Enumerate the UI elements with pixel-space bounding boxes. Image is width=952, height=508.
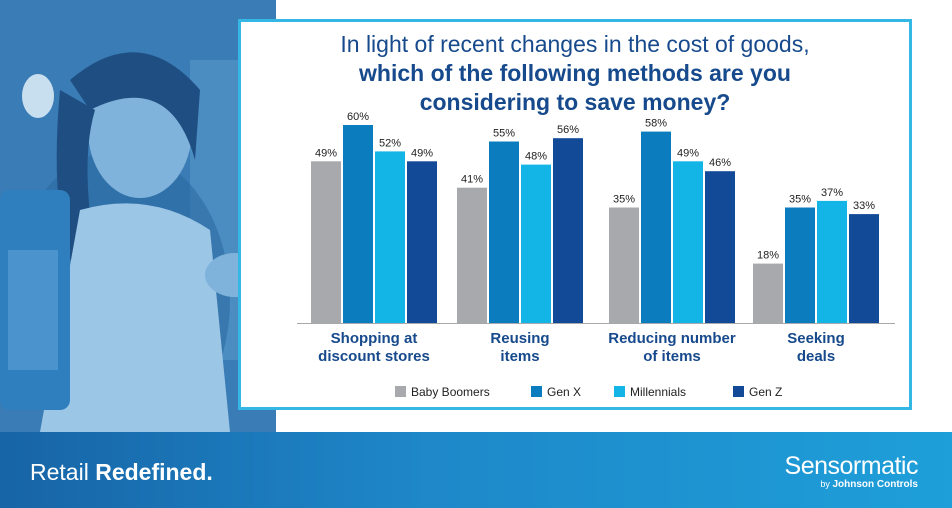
bar-3-1 [785, 207, 815, 323]
title-line-1: In light of recent changes in the cost o… [340, 31, 810, 57]
bar-1-0 [457, 187, 487, 323]
bar-0-3 [407, 161, 437, 323]
data-label-3-2: 37% [821, 187, 843, 199]
data-label-2-2: 49% [677, 147, 699, 159]
legend-swatch-1 [531, 386, 542, 397]
category-label-1: Reusing [490, 330, 549, 347]
data-label-3-1: 35% [789, 194, 811, 206]
background-photo [0, 0, 276, 432]
bar-0-1 [343, 125, 373, 323]
bar-2-1 [641, 131, 671, 323]
logo-byline: by Johnson Controls [820, 479, 918, 490]
category-label-2: of items [643, 348, 701, 365]
data-label-2-3: 46% [709, 157, 731, 169]
bar-3-3 [849, 214, 879, 323]
data-label-0-1: 60% [347, 111, 369, 123]
brand-logo: Sensormatic by Johnson Controls [784, 452, 919, 490]
bar-3-2 [817, 200, 847, 323]
legend-label-2: Millennials [630, 385, 686, 399]
category-label-0: discount stores [318, 348, 430, 365]
chart-title: In light of recent changes in the cost o… [241, 30, 909, 117]
category-label-2: Reducing number [608, 330, 736, 347]
bar-0-0 [311, 161, 341, 323]
legend-label-0: Baby Boomers [411, 385, 490, 399]
legend-label-1: Gen X [547, 385, 581, 399]
data-label-1-0: 41% [461, 174, 483, 186]
bar-3-0 [753, 263, 783, 323]
legend-label-3: Gen Z [749, 385, 782, 399]
logo-wordmark: Sensormatic [784, 452, 919, 480]
legend-swatch-2 [614, 386, 625, 397]
data-label-1-1: 55% [493, 128, 515, 140]
data-label-0-2: 52% [379, 137, 401, 149]
girl-photo-illustration [0, 0, 276, 432]
category-label-1: items [500, 348, 539, 365]
title-line-3: considering to save money? [419, 89, 731, 115]
data-label-3-3: 33% [853, 200, 875, 212]
category-label-3: deals [797, 348, 835, 365]
bar-1-2 [521, 164, 551, 323]
data-label-2-1: 58% [645, 118, 667, 130]
data-label-3-0: 18% [757, 250, 779, 262]
bar-0-2 [375, 151, 405, 323]
data-label-1-3: 56% [557, 124, 579, 136]
category-label-0: Shopping at [331, 330, 418, 347]
category-label-3: Seeking [787, 330, 845, 347]
footer-banner [0, 432, 952, 508]
data-label-0-3: 49% [411, 147, 433, 159]
bar-1-3 [553, 138, 583, 323]
legend-swatch-3 [733, 386, 744, 397]
bar-1-1 [489, 141, 519, 323]
title-line-2: which of the following methods are you [359, 60, 791, 86]
data-label-2-0: 35% [613, 194, 635, 206]
tagline: Retail Redefined. [30, 459, 213, 485]
bar-2-3 [705, 171, 735, 323]
data-label-1-2: 48% [525, 151, 547, 163]
bar-2-2 [673, 161, 703, 323]
data-label-0-0: 49% [315, 147, 337, 159]
bar-2-0 [609, 207, 639, 323]
legend-swatch-0 [395, 386, 406, 397]
